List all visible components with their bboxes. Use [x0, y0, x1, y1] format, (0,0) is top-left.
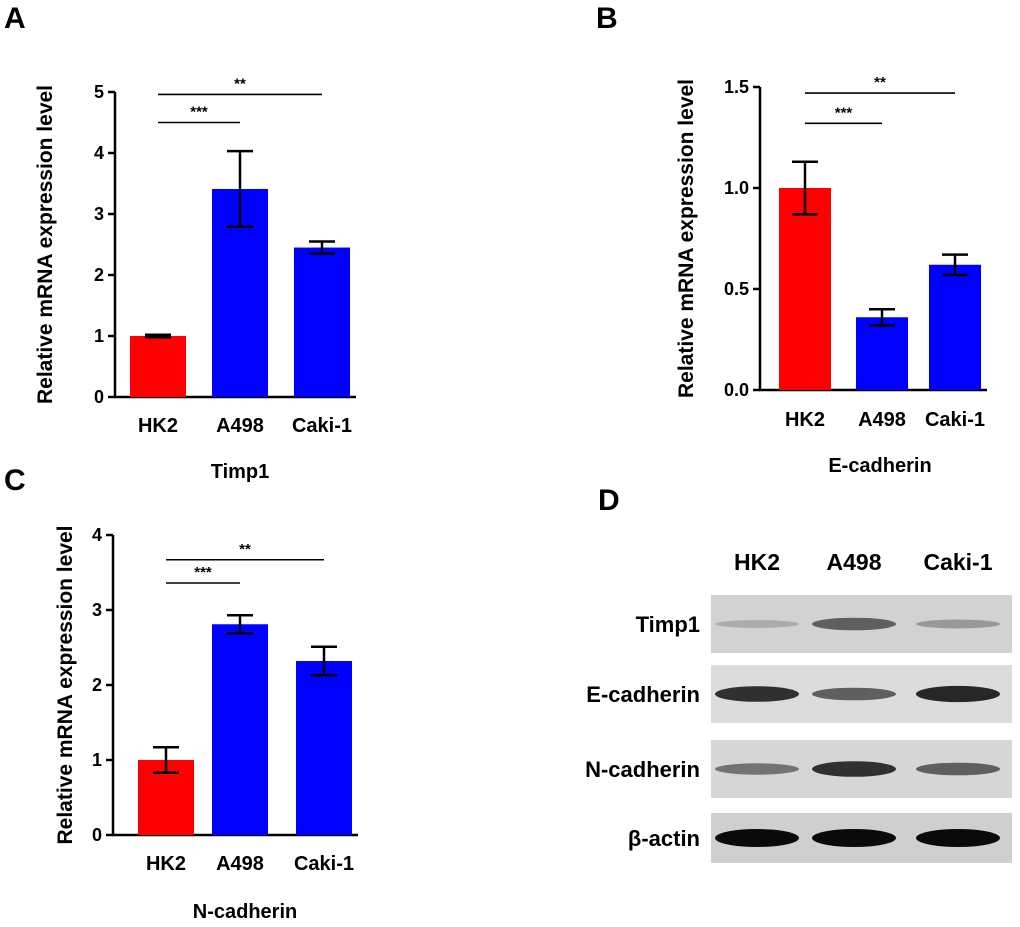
significance-label: ** — [234, 75, 246, 92]
x-axis-title: E-cadherin — [828, 455, 931, 477]
blot-band — [812, 829, 896, 847]
category-label: A498 — [858, 409, 906, 431]
western-blot: HK2 A498 Caki-1 Timp1 E-cadherin N-cadherin β-… — [585, 549, 1012, 863]
bar — [856, 317, 908, 390]
blot-band — [715, 620, 799, 628]
y-tick-label: 3 — [92, 600, 102, 620]
x-axis-title: N-cadherin — [193, 901, 297, 923]
blot-row-label: E-cadherin — [586, 682, 700, 707]
blot-band — [916, 619, 1000, 629]
bar — [212, 624, 268, 835]
blot-column-label: A498 — [827, 549, 882, 575]
y-tick-label: 1 — [92, 750, 102, 770]
y-tick-label: 3 — [94, 204, 104, 224]
panel-letter-b: B — [596, 2, 618, 35]
bar — [130, 336, 186, 397]
blot-row-label: N-cadherin — [585, 757, 700, 782]
blot-row-label: β-actin — [628, 826, 700, 851]
category-label: HK2 — [138, 415, 178, 437]
x-axis-title: Timp1 — [211, 461, 270, 483]
y-tick-label: 1 — [94, 326, 104, 346]
y-tick-label: 2 — [92, 675, 102, 695]
y-tick-label: 1.5 — [724, 77, 749, 97]
y-tick-label: 0.0 — [724, 380, 749, 400]
blot-band — [812, 761, 896, 777]
blot-column-label: Caki-1 — [923, 549, 992, 575]
blot-band — [715, 829, 799, 847]
y-tick-label: 0 — [92, 825, 102, 845]
category-label: HK2 — [146, 853, 186, 875]
bar — [779, 188, 831, 390]
y-tick-label: 4 — [94, 143, 104, 163]
y-tick-label: 5 — [94, 82, 104, 102]
category-label: A498 — [216, 415, 264, 437]
y-tick-label: 0 — [94, 387, 104, 407]
panel-letter-a: A — [4, 2, 26, 35]
category-label: HK2 — [785, 409, 825, 431]
significance-label: ** — [874, 74, 886, 91]
y-tick-label: 0.5 — [724, 279, 749, 299]
category-label: Caki-1 — [292, 415, 352, 437]
blot-band — [916, 762, 1000, 776]
blot-band — [812, 617, 896, 631]
significance-label: *** — [835, 104, 853, 121]
bar — [294, 247, 350, 397]
significance-label: ** — [239, 541, 251, 558]
significance-label: *** — [194, 564, 212, 581]
y-axis-title: Relative mRNA expression level — [675, 79, 698, 398]
blot-band — [916, 685, 1000, 703]
significance-label: *** — [190, 104, 208, 121]
panel-letter-d: D — [598, 484, 620, 517]
category-label: Caki-1 — [294, 853, 354, 875]
y-axis-title: Relative mRNA expression level — [34, 85, 57, 404]
category-label: A498 — [216, 853, 264, 875]
panel-letter-c: C — [4, 464, 26, 497]
bar — [296, 661, 352, 835]
blot-band — [715, 763, 799, 775]
bar — [929, 264, 981, 390]
y-tick-label: 4 — [92, 525, 102, 545]
y-tick-label: 1.0 — [724, 178, 749, 198]
blot-row-label: Timp1 — [636, 612, 700, 637]
category-label: Caki-1 — [925, 409, 985, 431]
y-axis-title: Relative mRNA expression level — [54, 525, 77, 844]
blot-column-label: HK2 — [734, 549, 780, 575]
blot-band — [715, 686, 799, 702]
blot-band — [916, 829, 1000, 847]
y-tick-label: 2 — [94, 265, 104, 285]
blot-band — [812, 687, 896, 701]
